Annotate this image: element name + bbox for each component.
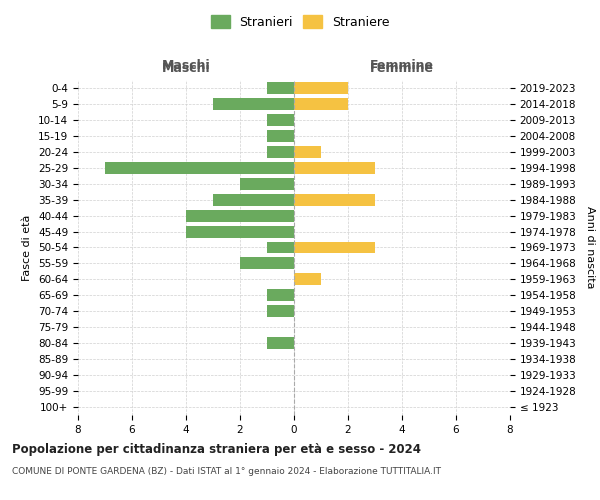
Bar [294,274,321,285]
Bar [267,146,294,158]
Bar [294,82,348,94]
Bar [267,130,294,142]
Bar [267,242,294,254]
Bar [294,98,348,110]
Y-axis label: Fasce di età: Fasce di età [22,214,32,280]
Bar [213,194,294,205]
Text: Femmine: Femmine [370,59,434,72]
Bar [186,226,294,237]
Y-axis label: Anni di nascita: Anni di nascita [585,206,595,288]
Text: Femmine: Femmine [370,62,434,75]
Bar [267,306,294,318]
Bar [240,258,294,270]
Bar [267,82,294,94]
Text: Popolazione per cittadinanza straniera per età e sesso - 2024: Popolazione per cittadinanza straniera p… [12,442,421,456]
Bar [186,210,294,222]
Bar [213,98,294,110]
Bar [267,337,294,349]
Bar [267,114,294,126]
Legend: Stranieri, Straniere: Stranieri, Straniere [207,11,393,32]
Text: Maschi: Maschi [161,62,211,75]
Bar [267,290,294,302]
Bar [294,242,375,254]
Bar [294,146,321,158]
Bar [294,194,375,205]
Bar [294,162,375,173]
Text: Maschi: Maschi [161,59,211,72]
Bar [240,178,294,190]
Text: COMUNE DI PONTE GARDENA (BZ) - Dati ISTAT al 1° gennaio 2024 - Elaborazione TUTT: COMUNE DI PONTE GARDENA (BZ) - Dati ISTA… [12,468,441,476]
Bar [105,162,294,173]
